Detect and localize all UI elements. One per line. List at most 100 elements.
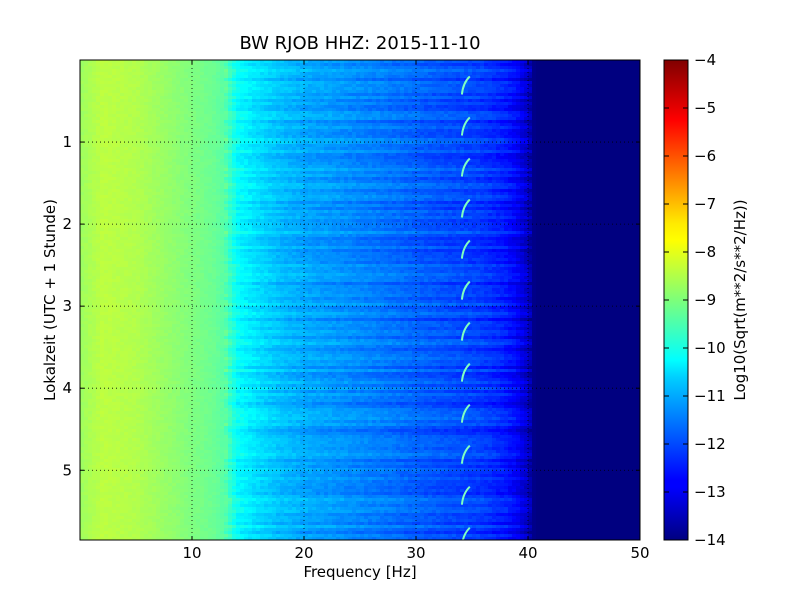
heatmap-cell (428, 63, 433, 67)
heatmap-cell (268, 144, 273, 148)
heatmap-cell (172, 90, 177, 94)
heatmap-cell (624, 123, 629, 127)
heatmap-cell (360, 78, 365, 82)
heatmap-cell (292, 138, 297, 142)
heatmap-cell (420, 105, 425, 109)
heatmap-cell (328, 147, 333, 151)
heatmap-cell (296, 162, 301, 166)
heatmap-cell (432, 129, 437, 133)
heatmap-cell (516, 129, 521, 133)
heatmap-cell (504, 105, 509, 109)
heatmap-cell (308, 93, 313, 97)
heatmap-cell (564, 96, 569, 100)
heatmap-cell (368, 63, 373, 67)
heatmap-cell (260, 69, 265, 73)
heatmap-cell (564, 120, 569, 124)
heatmap-cell (480, 162, 485, 166)
heatmap-cell (168, 75, 173, 79)
heatmap-cell (336, 150, 341, 154)
heatmap-cell (252, 159, 257, 163)
heatmap-cell (308, 135, 313, 139)
heatmap-cell (176, 150, 181, 154)
heatmap-cell (260, 111, 265, 115)
heatmap-cell (328, 117, 333, 121)
heatmap-cell (580, 81, 585, 85)
heatmap-cell (592, 138, 597, 142)
heatmap-cell (496, 102, 501, 106)
heatmap-cell (396, 135, 401, 139)
heatmap-cell (112, 96, 117, 100)
heatmap-cell (544, 87, 549, 91)
heatmap-cell (504, 156, 509, 160)
heatmap-cell (600, 150, 605, 154)
heatmap-cell (440, 117, 445, 121)
heatmap-cell (564, 123, 569, 127)
heatmap-cell (232, 87, 237, 91)
heatmap-cell (448, 96, 453, 100)
heatmap-cell (160, 126, 165, 130)
heatmap-cell (468, 120, 473, 124)
heatmap-cell (500, 93, 505, 97)
heatmap-cell (220, 72, 225, 76)
heatmap-cell (440, 120, 445, 124)
heatmap-cell (468, 78, 473, 82)
heatmap-cell (164, 135, 169, 139)
heatmap-cell (120, 81, 125, 85)
heatmap-cell (148, 63, 153, 67)
heatmap-cell (576, 96, 581, 100)
heatmap-cell (504, 93, 509, 97)
heatmap-cell (472, 123, 477, 127)
heatmap-cell (424, 99, 429, 103)
heatmap-cell (124, 111, 129, 115)
heatmap-cell (360, 102, 365, 106)
heatmap-cell (352, 114, 357, 118)
heatmap-cell (436, 126, 441, 130)
heatmap-cell (404, 126, 409, 130)
heatmap-cell (472, 147, 477, 151)
heatmap-cell (240, 84, 245, 88)
heatmap-cell (612, 63, 617, 67)
heatmap-cell (136, 114, 141, 118)
heatmap-cell (136, 126, 141, 130)
heatmap-cell (120, 147, 125, 151)
heatmap-cell (464, 114, 469, 118)
heatmap-cell (180, 153, 185, 157)
heatmap-cell (388, 105, 393, 109)
heatmap-cell (244, 96, 249, 100)
heatmap-cell (88, 72, 93, 76)
heatmap-cell (292, 147, 297, 151)
heatmap-cell (192, 66, 197, 70)
heatmap-cell (212, 72, 217, 76)
heatmap-cell (488, 138, 493, 142)
heatmap-cell (196, 72, 201, 76)
heatmap-cell (516, 153, 521, 157)
heatmap-cell (320, 75, 325, 79)
heatmap-cell (208, 69, 213, 73)
heatmap-cell (500, 105, 505, 109)
heatmap-cell (556, 69, 561, 73)
heatmap-cell (324, 129, 329, 133)
heatmap-cell (284, 81, 289, 85)
heatmap-cell (152, 102, 157, 106)
heatmap-cell (88, 111, 93, 115)
heatmap-cell (492, 132, 497, 136)
chart-title: BW RJOB HHZ: 2015-11-10 (239, 33, 480, 54)
heatmap-cell (584, 162, 589, 166)
heatmap-cell (404, 162, 409, 166)
heatmap-cell (124, 66, 129, 70)
heatmap-cell (568, 123, 573, 127)
heatmap-cell (484, 156, 489, 160)
heatmap-cell (92, 105, 97, 109)
heatmap-cell (532, 117, 537, 121)
heatmap-cell (444, 150, 449, 154)
heatmap-cell (380, 72, 385, 76)
heatmap-cell (364, 93, 369, 97)
heatmap-cell (304, 135, 309, 139)
heatmap-cell (368, 147, 373, 151)
heatmap-cell (508, 126, 513, 130)
heatmap-cell (268, 93, 273, 97)
heatmap-cell (480, 90, 485, 94)
heatmap-cell (160, 159, 165, 163)
heatmap-cell (352, 156, 357, 160)
heatmap-cell (244, 120, 249, 124)
